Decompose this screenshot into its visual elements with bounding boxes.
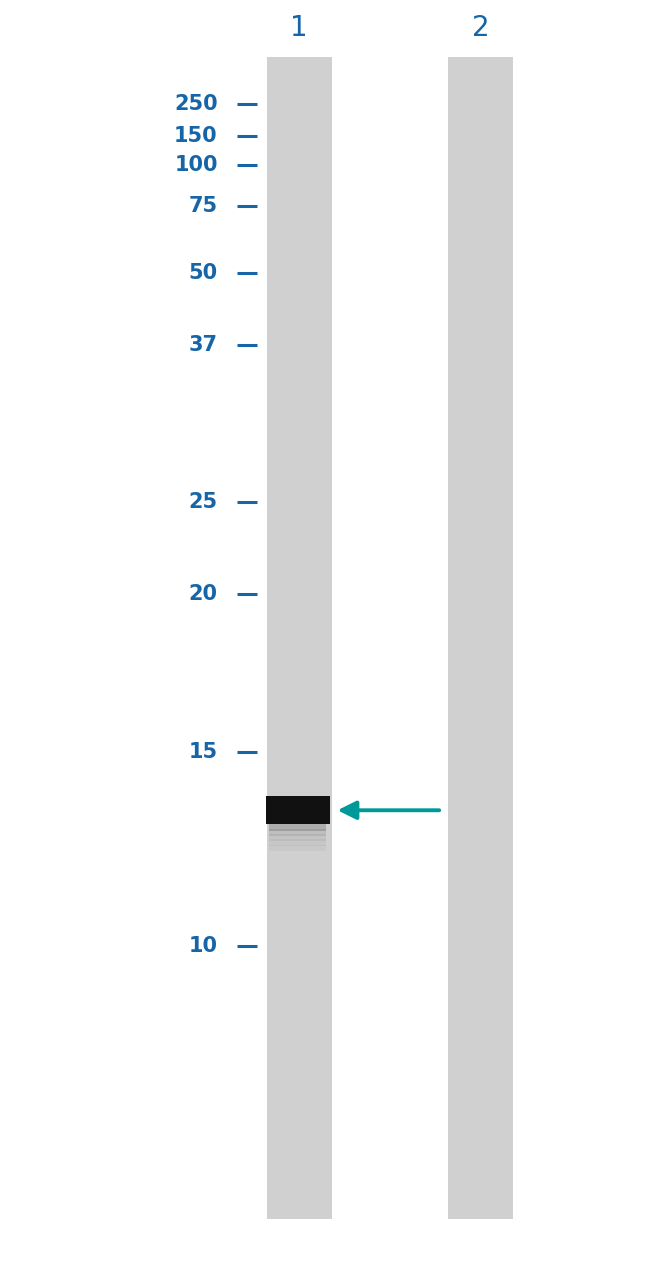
Text: 15: 15: [188, 742, 218, 762]
Bar: [448, 57, 514, 1219]
Text: 37: 37: [188, 335, 218, 356]
Bar: [269, 845, 326, 851]
Text: 10: 10: [188, 936, 218, 956]
Bar: [269, 839, 326, 846]
Text: 20: 20: [188, 584, 218, 605]
Text: 150: 150: [174, 126, 218, 146]
Text: 75: 75: [188, 196, 218, 216]
Text: 100: 100: [174, 155, 218, 175]
Bar: [266, 57, 332, 1219]
Bar: [269, 829, 326, 836]
Text: 1: 1: [290, 14, 308, 42]
Text: 25: 25: [188, 491, 218, 512]
Bar: [269, 834, 326, 841]
Text: 2: 2: [472, 14, 490, 42]
Text: 50: 50: [188, 263, 218, 283]
Bar: [269, 824, 326, 831]
Text: 250: 250: [174, 94, 218, 114]
Bar: [266, 796, 330, 824]
